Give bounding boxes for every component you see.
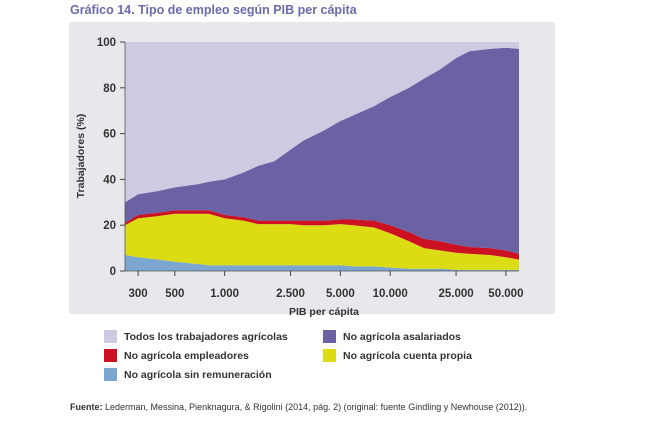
legend-label: No agrícola cuenta propia — [343, 349, 472, 362]
legend-swatch — [323, 330, 336, 343]
area-series-group — [125, 42, 519, 271]
legend-label: Todos los trabajadores agrícolas — [124, 330, 288, 343]
x-axis: 300 500 1.000 2.500 5.000 10.000 25.000 50.000 — [125, 270, 523, 300]
legend-swatch — [104, 330, 117, 343]
legend-item-asalariados: No agrícola asalariados — [323, 330, 461, 343]
y-tick-label: 0 — [110, 266, 116, 278]
x-axis-label: PIB per cápita — [289, 306, 359, 318]
x-tick-label: 10.000 — [373, 288, 408, 300]
legend-item-cuenta-propia: No agrícola cuenta propia — [323, 349, 472, 362]
x-tick-label: 2.500 — [276, 288, 305, 300]
legend-swatch — [323, 349, 336, 362]
figure-title: Gráfico 14. Tipo de empleo según PIB per… — [70, 3, 357, 17]
x-tick-label: 1.000 — [210, 288, 239, 300]
legend-item-agricolas: Todos los trabajadores agrícolas — [104, 330, 288, 343]
legend-swatch — [104, 349, 117, 362]
y-tick-label: 80 — [103, 83, 116, 95]
legend-swatch — [104, 368, 117, 381]
area-no-agricola-sin-remuneracion — [125, 255, 519, 271]
x-tick-label: 25.000 — [438, 288, 473, 300]
x-tick-label: 300 — [129, 288, 148, 300]
legend-item-empleadores: No agrícola empleadores — [104, 349, 249, 362]
y-tick-label: 100 — [97, 37, 116, 49]
area-no-agricola-asalariados — [125, 47, 519, 254]
y-axis: 0 20 40 60 80 100 — [97, 37, 126, 278]
y-tick-label: 20 — [103, 220, 116, 232]
x-tick-label: 5.000 — [326, 288, 355, 300]
source-note: Fuente: Lederman, Messina, Pienknagura, … — [70, 402, 527, 412]
y-axis-label: Trabajadores (%) — [75, 114, 87, 199]
x-tick-label: 500 — [165, 288, 184, 300]
legend-label: No agrícola sin remuneración — [124, 368, 272, 381]
legend-label: No agrícola asalariados — [343, 330, 461, 343]
y-tick-label: 40 — [103, 174, 116, 186]
legend-label: No agrícola empleadores — [124, 349, 249, 362]
area-todos-los-trabajadores-agricolas — [125, 42, 519, 203]
source-label: Fuente: — [70, 402, 103, 412]
legend-item-sin-remuneracion: No agrícola sin remuneración — [104, 368, 272, 381]
source-text: Lederman, Messina, Pienknagura, & Rigoli… — [105, 402, 528, 412]
y-tick-label: 60 — [103, 129, 116, 141]
area-no-agricola-cuenta-propia — [125, 213, 519, 270]
x-tick-label: 50.000 — [488, 288, 523, 300]
